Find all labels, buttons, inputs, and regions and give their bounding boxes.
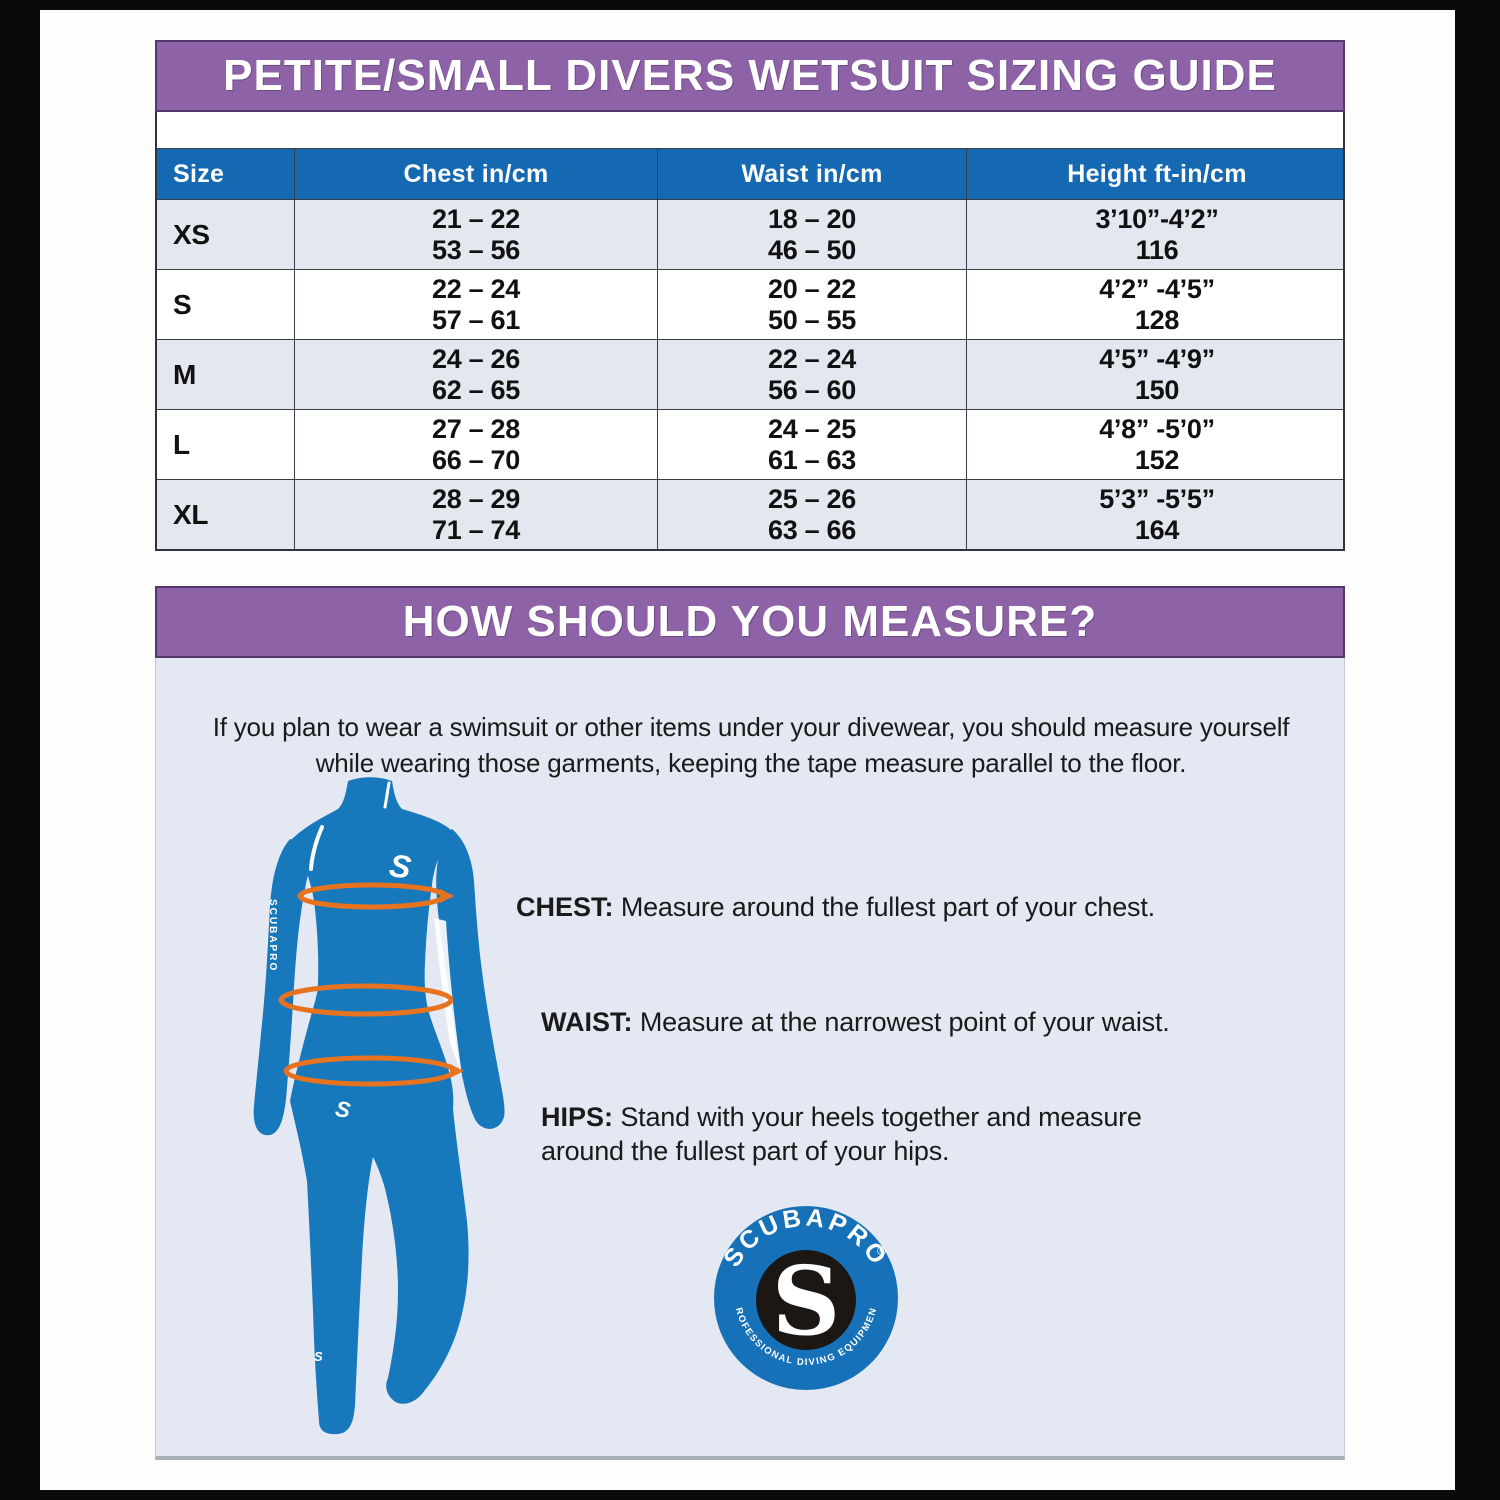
chest-cm: 71 – 74	[432, 514, 520, 545]
table-row: L 27 – 28 66 – 70 24 – 25 61 – 63 4’8” -…	[157, 409, 1343, 479]
wetsuit-left-arm	[253, 839, 312, 1136]
size-label: XS	[157, 200, 295, 269]
chest-values: 24 – 26 62 – 65	[295, 340, 658, 409]
chest-values: 28 – 29 71 – 74	[295, 480, 658, 549]
waist-values: 20 – 22 50 – 55	[658, 270, 967, 339]
wetsuit-figure: S SCUBAPRO S S	[226, 753, 526, 1463]
table-row: M 24 – 26 62 – 65 22 – 24 56 – 60 4’5” -…	[157, 339, 1343, 409]
chest-instruction: CHEST: Measure around the fullest part o…	[516, 890, 1276, 924]
waist-values: 18 – 20 46 – 50	[658, 200, 967, 269]
wetsuit-figure-svg: S SCUBAPRO S S	[253, 777, 505, 1435]
height-cm: 116	[1135, 234, 1179, 265]
waist-measure-ellipse	[278, 983, 454, 1017]
chest-in: 22 – 24	[432, 273, 520, 304]
measure-heading-bar: HOW SHOULD YOU MEASURE?	[155, 586, 1345, 658]
scubapro-logo-svg: SCUBAPRO PROFESSIONAL DIVING EQUIPMENT ®…	[707, 1195, 898, 1390]
chest-values: 27 – 28 66 – 70	[295, 410, 658, 479]
wetsuit-silhouette	[290, 777, 469, 1435]
height-ftin: 4’2” -4’5”	[1099, 273, 1215, 304]
logo-core	[756, 1250, 856, 1350]
header-chest: Chest in/cm	[295, 149, 658, 199]
height-ftin: 4’5” -4’9”	[1099, 343, 1215, 374]
table-spacer-row	[157, 112, 1343, 148]
wetsuit-right-arm	[436, 829, 505, 1129]
header-waist: Waist in/cm	[658, 149, 967, 199]
logo-registered-mark: ®	[877, 1244, 886, 1258]
sizing-table: Size Chest in/cm Waist in/cm Height ft-i…	[155, 112, 1345, 551]
title-bar: PETITE/SMALL DIVERS WETSUIT SIZING GUIDE	[155, 40, 1345, 112]
table-row: S 22 – 24 57 – 61 20 – 22 50 – 55 4’2” -…	[157, 269, 1343, 339]
logo-monogram: S	[772, 1246, 841, 1357]
chest-cm: 53 – 56	[432, 234, 520, 265]
measure-heading: HOW SHOULD YOU MEASURE?	[402, 597, 1098, 646]
waist-cm: 61 – 63	[768, 444, 856, 475]
size-label: XL	[157, 480, 295, 549]
waist-in: 24 – 25	[768, 413, 856, 444]
chest-ellipse-arrow	[440, 889, 454, 903]
hips-text: Stand with your heels together and measu…	[541, 1102, 1142, 1166]
shoulder-seam	[309, 825, 324, 871]
waist-in: 18 – 20	[768, 203, 856, 234]
waist-values: 24 – 25 61 – 63	[658, 410, 967, 479]
height-cm: 150	[1134, 374, 1180, 405]
waist-in: 25 – 26	[768, 483, 856, 514]
height-cm: 152	[1134, 444, 1180, 475]
waist-cm: 56 – 60	[768, 374, 856, 405]
chest-in: 21 – 22	[432, 203, 520, 234]
chest-in: 28 – 29	[432, 483, 520, 514]
size-label: L	[157, 410, 295, 479]
height-values: 4’5” -4’9” 150	[967, 340, 1347, 409]
infographic-canvas: PETITE/SMALL DIVERS WETSUIT SIZING GUIDE…	[40, 10, 1455, 1490]
waist-in: 22 – 24	[768, 343, 856, 374]
measure-panel: If you plan to wear a swimsuit or other …	[155, 658, 1345, 1460]
sleeve-brand-text: SCUBAPRO	[267, 899, 278, 972]
waist-cm: 63 – 66	[768, 514, 856, 545]
thigh-brand-mark: S	[334, 1096, 353, 1123]
height-ftin: 3’10”-4’2”	[1095, 203, 1219, 234]
table-row: XS 21 – 22 53 – 56 18 – 20 46 – 50 3’10”…	[157, 199, 1343, 269]
waist-cm: 50 – 55	[768, 304, 856, 335]
hips-instruction: HIPS: Stand with your heels together and…	[541, 1100, 1181, 1168]
waist-label: WAIST:	[541, 1007, 633, 1037]
chest-values: 22 – 24 57 – 61	[295, 270, 658, 339]
sizing-guide-sheet: PETITE/SMALL DIVERS WETSUIT SIZING GUIDE…	[155, 40, 1345, 1460]
waist-cm: 46 – 50	[768, 234, 856, 265]
height-cm: 128	[1134, 304, 1180, 335]
zipper-line	[383, 781, 391, 809]
scubapro-logo: SCUBAPRO PROFESSIONAL DIVING EQUIPMENT ®…	[707, 1195, 901, 1393]
header-height: Height ft-in/cm	[1067, 159, 1247, 188]
chest-text: Measure around the fullest part of your …	[620, 892, 1155, 922]
height-ftin: 4’8” -5’0”	[1099, 413, 1215, 444]
chest-values: 21 – 22 53 – 56	[295, 200, 658, 269]
chest-cm: 62 – 65	[432, 374, 520, 405]
table-header-row: Size Chest in/cm Waist in/cm Height ft-i…	[157, 148, 1343, 199]
height-values: 5’3” -5’5” 164	[967, 480, 1347, 549]
page-title: PETITE/SMALL DIVERS WETSUIT SIZING GUIDE	[223, 51, 1277, 100]
height-values: 3’10”-4’2” 116	[967, 200, 1347, 269]
waist-in: 20 – 22	[768, 273, 856, 304]
shin-brand-mark: S	[314, 1349, 323, 1364]
height-values: 4’2” -4’5” 128	[967, 270, 1347, 339]
chest-in: 27 – 28	[432, 413, 520, 444]
waist-instruction: WAIST: Measure at the narrowest point of…	[541, 1005, 1281, 1039]
waist-values: 22 – 24 56 – 60	[658, 340, 967, 409]
header-size: Size	[157, 149, 295, 199]
measure-intro: If you plan to wear a swimsuit or other …	[212, 712, 1290, 778]
hips-ellipse-arrow	[450, 1064, 464, 1078]
height-ftin: 5’3” -5’5”	[1099, 483, 1215, 514]
chest-label: CHEST:	[516, 892, 614, 922]
waist-values: 25 – 26 63 – 66	[658, 480, 967, 549]
table-row: XL 28 – 29 71 – 74 25 – 26 63 – 66 5’3” …	[157, 479, 1343, 549]
height-cm: 164	[1134, 514, 1180, 545]
height-values: 4’8” -5’0” 152	[967, 410, 1347, 479]
waist-text: Measure at the narrowest point of your w…	[639, 1007, 1170, 1037]
chest-cm: 66 – 70	[432, 444, 520, 475]
chest-cm: 57 – 61	[432, 304, 520, 335]
chest-in: 24 – 26	[432, 343, 520, 374]
size-label: S	[157, 270, 295, 339]
size-label: M	[157, 340, 295, 409]
hips-label: HIPS:	[541, 1102, 614, 1132]
